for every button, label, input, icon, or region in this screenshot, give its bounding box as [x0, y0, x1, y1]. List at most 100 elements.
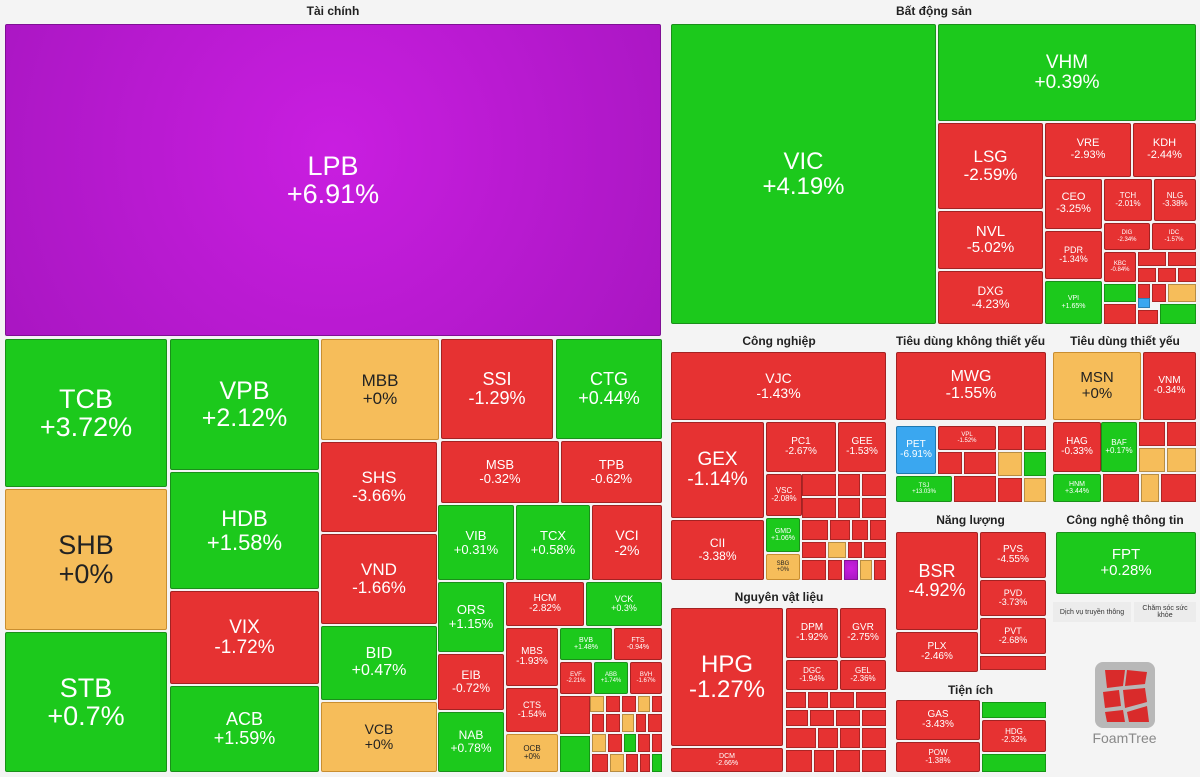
small-stock-tile[interactable]	[786, 750, 812, 772]
stock-tile-hpg[interactable]: HPG -1.27%	[671, 608, 783, 746]
small-stock-tile[interactable]	[652, 696, 662, 712]
small-stock-tile[interactable]	[828, 560, 842, 580]
small-stock-tile[interactable]	[1167, 422, 1196, 446]
small-stock-tile[interactable]	[862, 474, 886, 496]
stock-tile-tcx[interactable]: TCX +0.58%	[516, 505, 590, 580]
stock-tile-vsc[interactable]: VSC -2.08%	[766, 474, 802, 516]
stock-tile-vre[interactable]: VRE -2.93%	[1045, 123, 1131, 177]
stock-tile-ocb[interactable]: OCB +0%	[506, 734, 558, 772]
small-stock-tile[interactable]	[810, 710, 834, 726]
small-stock-tile[interactable]	[864, 542, 886, 558]
small-stock-tile[interactable]	[862, 498, 886, 518]
stock-tile-pvs[interactable]: PVS -4.55%	[980, 532, 1046, 578]
small-stock-tile[interactable]	[840, 728, 860, 748]
small-stock-tile[interactable]	[982, 754, 1046, 772]
stock-tile-nab[interactable]: NAB +0.78%	[438, 712, 504, 772]
stock-tile-dgc[interactable]: DGC -1.94%	[786, 660, 838, 690]
small-stock-tile[interactable]	[874, 560, 886, 580]
stock-tile-fts[interactable]: FTS -0.94%	[614, 628, 662, 660]
stock-tile-eib[interactable]: EIB -0.72%	[438, 654, 504, 710]
stock-tile-hag[interactable]: HAG -0.33%	[1053, 422, 1101, 472]
small-stock-tile[interactable]	[856, 692, 886, 708]
stock-tile-pvd[interactable]: PVD -3.73%	[980, 580, 1046, 616]
stock-tile-ors[interactable]: ORS +1.15%	[438, 582, 504, 652]
stock-tile-hnm[interactable]: HNM +3.44%	[1053, 474, 1101, 502]
stock-tile-shb[interactable]: SHB +0%	[5, 489, 167, 630]
small-stock-tile[interactable]	[814, 750, 834, 772]
stock-tile-stb[interactable]: STB +0.7%	[5, 632, 167, 772]
stock-tile-lsg[interactable]: LSG -2.59%	[938, 123, 1043, 209]
small-stock-tile[interactable]	[1138, 268, 1156, 282]
small-stock-tile[interactable]	[1138, 310, 1158, 324]
small-stock-tile[interactable]	[982, 702, 1046, 718]
stock-tile-bid[interactable]: BID +0.47%	[321, 626, 437, 700]
stock-tile-ceo[interactable]: CEO -3.25%	[1045, 179, 1102, 229]
small-stock-tile[interactable]	[640, 754, 650, 772]
small-stock-tile[interactable]	[1138, 252, 1166, 266]
small-stock-tile[interactable]	[802, 520, 828, 540]
stock-tile-vpi[interactable]: VPI +1.65%	[1045, 281, 1102, 324]
stock-tile-gel[interactable]: GEL -2.36%	[840, 660, 886, 690]
stock-tile-vjc[interactable]: VJC -1.43%	[671, 352, 886, 420]
small-stock-tile[interactable]	[626, 754, 638, 772]
stock-tile-pdr[interactable]: PDR -1.34%	[1045, 231, 1102, 279]
stock-tile-dxg[interactable]: DXG -4.23%	[938, 271, 1043, 324]
small-stock-tile[interactable]	[802, 560, 826, 580]
small-stock-tile[interactable]	[998, 426, 1022, 450]
small-stock-tile[interactable]	[592, 714, 604, 732]
small-stock-tile[interactable]	[860, 560, 872, 580]
small-stock-tile[interactable]	[560, 736, 590, 772]
small-stock-tile[interactable]	[786, 728, 816, 748]
small-stock-tile[interactable]	[1024, 478, 1046, 502]
small-stock-tile[interactable]	[1160, 304, 1196, 324]
small-stock-tile[interactable]	[1139, 448, 1165, 472]
small-stock-tile[interactable]	[838, 474, 860, 496]
small-stock-tile[interactable]	[1161, 474, 1196, 502]
small-stock-tile[interactable]	[1168, 252, 1196, 266]
small-stock-tile[interactable]	[624, 734, 636, 752]
stock-tile-idc[interactable]: IDC -1.57%	[1152, 223, 1196, 250]
small-stock-tile[interactable]	[622, 714, 634, 732]
stock-tile-tcb[interactable]: TCB +3.72%	[5, 339, 167, 487]
stock-tile-bvb[interactable]: BVB +1.48%	[560, 628, 612, 660]
small-stock-tile[interactable]	[1178, 268, 1196, 282]
small-stock-tile[interactable]	[560, 696, 590, 734]
small-stock-tile[interactable]	[622, 696, 636, 712]
stock-tile-kbc[interactable]: KBC -0.84%	[1104, 252, 1136, 282]
small-stock-tile[interactable]	[964, 452, 996, 474]
small-stock-tile[interactable]	[592, 754, 608, 772]
stock-tile-pet[interactable]: PET -6.91%	[896, 426, 936, 474]
stock-tile-pvt[interactable]: PVT -2.68%	[980, 618, 1046, 654]
stock-tile-sbg[interactable]: SBG +0%	[766, 554, 800, 580]
stock-tile-fpt[interactable]: FPT +0.28%	[1056, 532, 1196, 594]
stock-tile-pc1[interactable]: PC1 -2.67%	[766, 422, 836, 472]
stock-tile-abb[interactable]: ABB +1.74%	[594, 662, 628, 694]
stock-tile-kdh[interactable]: KDH -2.44%	[1133, 123, 1196, 177]
small-stock-tile[interactable]	[652, 734, 662, 752]
stock-tile-msb[interactable]: MSB -0.32%	[441, 441, 559, 503]
stock-tile-shs[interactable]: SHS -3.66%	[321, 442, 437, 532]
stock-tile-vci[interactable]: VCI -2%	[592, 505, 662, 580]
stock-tile-mbs[interactable]: MBS -1.93%	[506, 628, 558, 686]
stock-tile-gvr[interactable]: GVR -2.75%	[840, 608, 886, 658]
stock-tile-mwg[interactable]: MWG -1.55%	[896, 352, 1046, 420]
stock-tile-dig[interactable]: DIG -2.34%	[1104, 223, 1150, 250]
small-stock-tile[interactable]	[980, 656, 1046, 670]
small-stock-tile[interactable]	[802, 474, 836, 496]
small-stock-tile[interactable]	[606, 696, 620, 712]
small-stock-tile[interactable]	[838, 498, 860, 518]
small-stock-tile[interactable]	[954, 476, 996, 502]
small-stock-tile[interactable]	[1024, 426, 1046, 450]
stock-tile-vck[interactable]: VCK +0.3%	[586, 582, 662, 626]
small-stock-tile[interactable]	[828, 542, 846, 558]
stock-tile-acb[interactable]: ACB +1.59%	[170, 686, 319, 772]
small-stock-tile[interactable]	[1152, 284, 1166, 302]
small-stock-tile[interactable]	[1104, 304, 1136, 324]
small-stock-tile[interactable]	[830, 520, 850, 540]
stock-tile-gex[interactable]: GEX -1.14%	[671, 422, 764, 518]
stock-tile-lpb[interactable]: LPB +6.91%	[5, 24, 661, 336]
stock-tile-hdg[interactable]: HDG -2.32%	[982, 720, 1046, 752]
small-stock-tile[interactable]	[1139, 422, 1165, 446]
small-stock-tile[interactable]	[808, 692, 828, 708]
stock-tile-msn[interactable]: MSN +0%	[1053, 352, 1141, 420]
